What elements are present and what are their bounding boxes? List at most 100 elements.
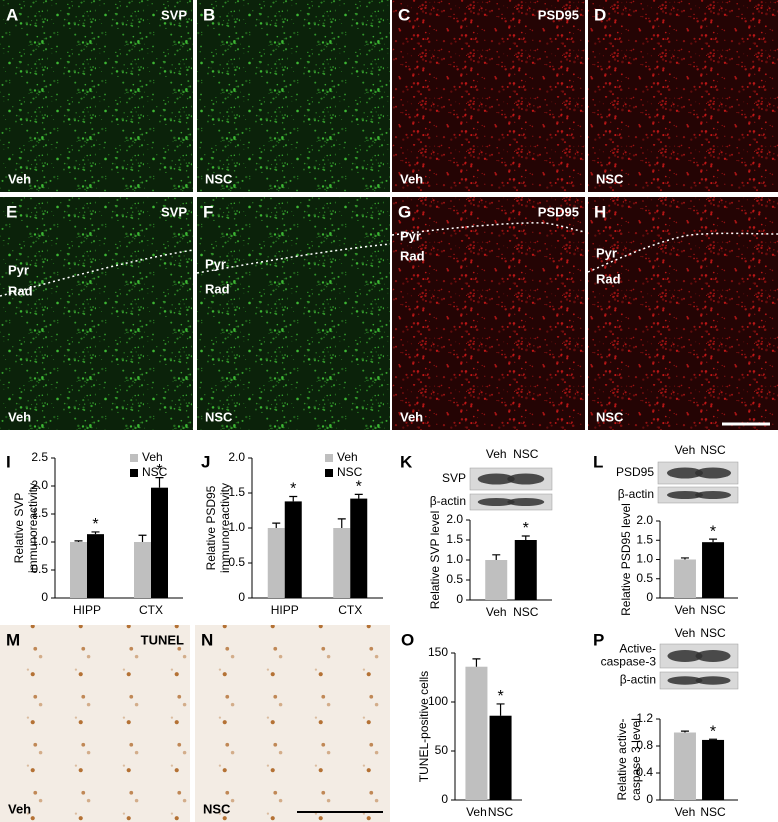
- bar: [465, 666, 488, 800]
- blot-band: [666, 467, 703, 479]
- layer-label: Pyr: [8, 262, 29, 277]
- stain-label: SVP: [161, 7, 187, 22]
- error-bar: [680, 730, 689, 733]
- blot-band: [507, 473, 545, 485]
- group-label: NSC: [596, 171, 624, 186]
- error-bar: [354, 493, 363, 499]
- legend-label: Veh: [142, 450, 163, 464]
- y-tick-label: 1.5: [636, 532, 653, 546]
- blot-band: [666, 491, 703, 499]
- significance: *: [497, 688, 503, 705]
- significance: *: [710, 723, 716, 740]
- micrograph: [195, 625, 390, 822]
- group-label: NSC: [205, 409, 233, 424]
- layer-label: Rad: [205, 281, 230, 296]
- y-tick-label: 0: [646, 590, 653, 604]
- y-tick-label: 0.8: [636, 738, 653, 752]
- group-label: Veh: [400, 171, 423, 186]
- legend-label: NSC: [142, 465, 168, 479]
- layer-boundary: [587, 232, 778, 273]
- lane-label: NSC: [700, 443, 726, 457]
- legend-swatch: [130, 469, 138, 477]
- blot-band: [507, 498, 545, 506]
- y-tick-label: 100: [428, 694, 448, 708]
- blot-row-label: caspase-3: [601, 655, 657, 669]
- blot-band: [695, 491, 732, 499]
- blot-band: [695, 650, 731, 662]
- x-tick-label: Veh: [675, 805, 696, 819]
- legend-label: NSC: [337, 465, 363, 479]
- group-label: Veh: [8, 801, 31, 816]
- error-bar: [709, 738, 718, 740]
- layer-label: Pyr: [596, 245, 617, 260]
- layer-label: Rad: [8, 283, 33, 298]
- stain-label: SVP: [161, 204, 187, 219]
- layer-label: Pyr: [400, 228, 421, 243]
- error-bar: [521, 535, 530, 540]
- blot-band: [477, 498, 515, 506]
- legend-swatch: [325, 454, 333, 462]
- y-tick-label: 0: [238, 590, 245, 604]
- stain-label: TUNEL: [141, 632, 184, 647]
- bar: [702, 542, 725, 598]
- micrograph: [197, 0, 390, 192]
- layer-label: Rad: [400, 248, 425, 263]
- layer-boundary: [391, 222, 586, 236]
- lane-label: NSC: [700, 626, 726, 640]
- panel-letter: F: [203, 202, 213, 221]
- y-axis-title: Relative PSD95 level: [619, 503, 633, 616]
- blot-row-label: SVP: [442, 471, 466, 485]
- y-tick-label: 0: [441, 792, 448, 806]
- x-tick-label: Veh: [486, 605, 507, 619]
- y-tick-label: 1.2: [636, 711, 653, 725]
- bar: [284, 501, 302, 598]
- group-label: NSC: [596, 409, 624, 424]
- micrograph: [0, 0, 193, 192]
- y-tick-label: 2.0: [228, 450, 245, 464]
- group-label: NSC: [203, 801, 231, 816]
- x-tick-label: HIPP: [73, 603, 101, 617]
- x-tick-label: NSC: [700, 603, 726, 617]
- bar: [87, 534, 104, 598]
- panel-letter: D: [594, 5, 606, 24]
- blot-band: [695, 676, 731, 685]
- bar: [702, 739, 725, 800]
- y-tick-label: 0.5: [636, 571, 653, 585]
- panel-letter: J: [201, 452, 210, 471]
- panel-letter: P: [593, 630, 604, 649]
- y-axis-title: immunoreactivity: [218, 483, 232, 573]
- blot-row-label: Active-: [619, 642, 656, 656]
- layer-boundary: [0, 249, 194, 297]
- blot-row-label: β-actin: [618, 487, 654, 501]
- panel-letter: N: [201, 630, 213, 649]
- significance: *: [523, 520, 529, 537]
- y-tick-label: 1.0: [228, 520, 245, 534]
- stain-label: PSD95: [538, 204, 579, 219]
- bar: [514, 540, 537, 600]
- y-tick-label: 0.4: [636, 765, 653, 779]
- y-axis-title: TUNEL-positive cells: [417, 671, 431, 782]
- y-tick-label: 0: [646, 792, 653, 806]
- micrograph: [588, 0, 778, 192]
- panel-letter: I: [6, 452, 11, 471]
- y-tick-label: 2.0: [446, 512, 463, 526]
- y-tick-label: 2.0: [31, 478, 48, 492]
- bar: [350, 498, 368, 598]
- panel-letter: C: [398, 5, 410, 24]
- error-bar: [289, 495, 298, 502]
- bar: [673, 559, 696, 598]
- x-tick-label: NSC: [513, 605, 539, 619]
- significance: *: [92, 516, 98, 533]
- y-tick-label: 1.5: [446, 532, 463, 546]
- error-bar: [272, 522, 281, 528]
- panel-letter: M: [6, 630, 20, 649]
- y-tick-label: 1.0: [446, 552, 463, 566]
- lane-label: Veh: [486, 447, 507, 461]
- error-bar: [74, 540, 83, 542]
- panel-letter: H: [594, 202, 606, 221]
- y-tick-label: 2.5: [31, 450, 48, 464]
- panel-letter: L: [593, 452, 603, 471]
- y-axis-title: caspase 3 level: [629, 718, 643, 801]
